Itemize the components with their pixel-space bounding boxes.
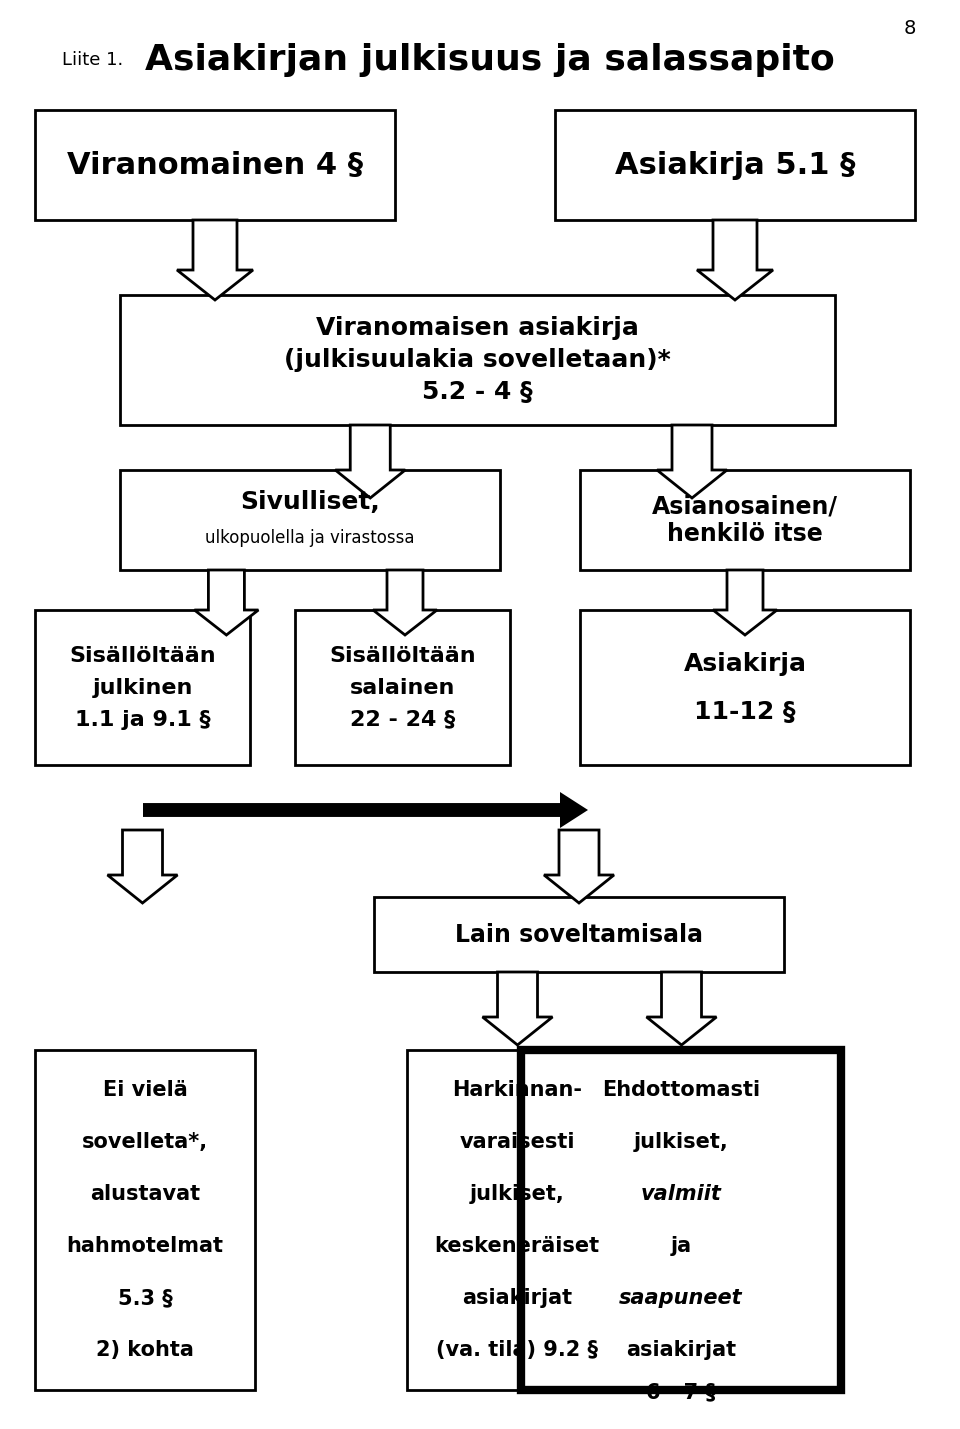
Polygon shape [544,830,614,903]
Bar [407,1050,627,1390]
Text: 6 - 7 §: 6 - 7 § [646,1382,716,1402]
Text: 2) kohta: 2) kohta [96,1340,194,1360]
Text: julkiset,: julkiset, [469,1185,564,1205]
Text: 11-12 §: 11-12 § [694,700,796,723]
Polygon shape [646,972,716,1045]
Bar [580,610,910,765]
Bar [35,610,250,765]
Bar [580,470,910,570]
Text: valmiit: valmiit [640,1185,721,1205]
Text: Liite 1.: Liite 1. [62,51,123,69]
Text: Sisällöltään: Sisällöltään [69,646,216,666]
Polygon shape [108,830,178,903]
Text: salainen: salainen [349,677,455,697]
Text: hahmotelmat: hahmotelmat [66,1236,224,1256]
Text: Viranomainen 4 §: Viranomainen 4 § [67,150,363,180]
Text: julkinen: julkinen [92,677,193,697]
Text: alustavat: alustavat [90,1185,200,1205]
Polygon shape [335,424,405,497]
Text: ja: ja [670,1236,691,1256]
Bar [120,470,500,570]
Text: varaisesti: varaisesti [459,1132,575,1152]
Text: julkiset,: julkiset, [634,1132,729,1152]
Text: 5.3 §: 5.3 § [118,1288,173,1308]
Bar [521,1050,841,1390]
Text: saapuneet: saapuneet [619,1288,743,1308]
Text: Ei vielä: Ei vielä [103,1080,187,1100]
Bar [35,110,395,220]
Bar [295,610,510,765]
Bar [120,294,835,424]
Polygon shape [177,220,253,300]
Bar [555,110,915,220]
Text: Asiakirja 5.1 §: Asiakirja 5.1 § [614,150,855,180]
Text: 1.1 ja 9.1 §: 1.1 ja 9.1 § [75,710,210,729]
Text: sovelleta*,: sovelleta*, [82,1132,208,1152]
Bar [374,897,784,972]
Polygon shape [697,220,773,300]
Text: keskeneräiset: keskeneräiset [435,1236,600,1256]
Text: ulkopuolella ja virastossa: ulkopuolella ja virastossa [205,529,415,547]
Text: Asiakirja: Asiakirja [684,652,806,676]
Text: 22 - 24 §: 22 - 24 § [349,710,455,729]
Polygon shape [657,424,727,497]
Text: asiakirjat: asiakirjat [462,1288,572,1308]
Text: 8: 8 [903,19,916,37]
Polygon shape [560,792,588,827]
Text: asiakirjat: asiakirjat [626,1340,736,1360]
Text: Harkinnan-: Harkinnan- [452,1080,582,1100]
Text: Lain soveltamisala: Lain soveltamisala [455,923,703,946]
Polygon shape [483,972,553,1045]
Text: Ehdottomasti: Ehdottomasti [602,1080,760,1100]
Polygon shape [194,570,258,634]
Text: Asiakirjan julkisuus ja salassapito: Asiakirjan julkisuus ja salassapito [145,43,835,77]
Text: Asianosainen/
henkilö itse: Asianosainen/ henkilö itse [652,494,838,546]
Text: (va. tila) 9.2 §: (va. tila) 9.2 § [436,1340,598,1360]
Polygon shape [713,570,777,634]
Text: Viranomaisen asiakirja: Viranomaisen asiakirja [316,316,639,340]
Text: 5.2 - 4 §: 5.2 - 4 § [422,380,533,404]
Bar [35,1050,255,1390]
Text: (julkisuulakia sovelletaan)*: (julkisuulakia sovelletaan)* [284,349,671,372]
Text: Sivulliset,: Sivulliset, [240,490,380,514]
Text: Sisällöltään: Sisällöltään [329,646,476,666]
Polygon shape [373,570,437,634]
